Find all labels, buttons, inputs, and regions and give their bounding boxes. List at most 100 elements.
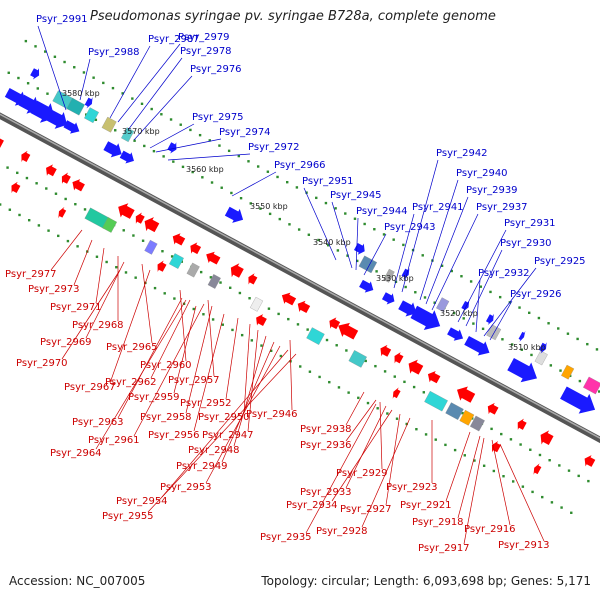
forward-gene-arrow bbox=[84, 97, 93, 109]
label-Psyr_2934: Psyr_2934 bbox=[286, 500, 338, 511]
label-Psyr_2933: Psyr_2933 bbox=[300, 487, 352, 498]
reverse-gene-block bbox=[169, 253, 184, 269]
leader-Psyr_2965 bbox=[141, 263, 153, 344]
tick-dot bbox=[37, 224, 41, 227]
label-Psyr_2978: Psyr_2978 bbox=[180, 46, 232, 57]
reverse-gene-arrow bbox=[46, 164, 57, 177]
tick-dot bbox=[115, 266, 118, 269]
leader-Psyr_2927 bbox=[385, 413, 401, 506]
tick-dot bbox=[248, 297, 251, 300]
reverse-gene-arrow bbox=[408, 359, 424, 375]
tick-dot bbox=[122, 229, 125, 232]
tick-dot bbox=[576, 337, 579, 341]
reverse-gene-block bbox=[102, 217, 118, 233]
tick-dot bbox=[192, 307, 195, 311]
tick-dot bbox=[83, 208, 87, 211]
reverse-gene-arrow bbox=[230, 263, 244, 278]
reverse-gene-block bbox=[144, 239, 158, 255]
reverse-gene-arrow bbox=[380, 344, 392, 357]
reverse-gene-arrow bbox=[206, 251, 221, 265]
backbone-highlight bbox=[0, 113, 600, 440]
leader-Psyr_2938 bbox=[345, 391, 365, 426]
leader-Psyr_2948 bbox=[233, 335, 267, 447]
label-Psyr_2976: Psyr_2976 bbox=[190, 64, 242, 75]
label-Psyr_2973: Psyr_2973 bbox=[28, 284, 80, 295]
leader-Psyr_2933 bbox=[345, 405, 387, 489]
genome-stats-text: Topology: circular; Length: 6,093,698 bp… bbox=[261, 574, 591, 588]
tick-dot bbox=[63, 60, 66, 64]
scale-label-3520-kbp: 3520 kbp bbox=[440, 309, 478, 318]
leader-Psyr_2953 bbox=[205, 345, 281, 484]
tick-dot bbox=[247, 160, 250, 163]
tick-dot bbox=[444, 443, 447, 447]
leader-Psyr_2976 bbox=[133, 75, 193, 141]
label-Psyr_2925: Psyr_2925 bbox=[534, 256, 586, 267]
tick-dot bbox=[277, 312, 280, 316]
label-Psyr_2935: Psyr_2935 bbox=[260, 532, 312, 543]
reverse-gene-arrow bbox=[157, 260, 167, 272]
label-Psyr_2943: Psyr_2943 bbox=[384, 222, 436, 233]
tick-dot bbox=[95, 255, 99, 258]
forward-gene-arrow bbox=[464, 335, 490, 356]
tick-dot bbox=[36, 87, 39, 90]
forward-gene-arrow bbox=[538, 342, 547, 354]
tick-dot bbox=[279, 354, 283, 358]
leader-Psyr_2962 bbox=[150, 299, 191, 379]
tick-dot bbox=[450, 269, 453, 273]
tick-dot bbox=[392, 238, 395, 241]
reverse-gene-arrow bbox=[135, 212, 145, 224]
tick-dot bbox=[453, 448, 457, 452]
tick-dot bbox=[170, 255, 174, 258]
tick-dot bbox=[221, 323, 224, 326]
label-Psyr_2974: Psyr_2974 bbox=[219, 127, 271, 138]
reverse-gene-block bbox=[459, 409, 475, 426]
leader-Psyr_2931 bbox=[457, 229, 507, 323]
leader-Psyr_2977 bbox=[50, 229, 83, 271]
tick-dot bbox=[326, 244, 330, 247]
label-Psyr_2968: Psyr_2968 bbox=[72, 320, 124, 331]
tick-dot bbox=[421, 254, 424, 257]
leader-Psyr_2937 bbox=[431, 213, 479, 311]
leader-Psyr_2988 bbox=[79, 58, 91, 101]
tick-dot bbox=[559, 369, 562, 372]
tick-dot bbox=[210, 181, 214, 184]
tick-dot bbox=[208, 139, 211, 142]
tick-dot bbox=[502, 475, 505, 478]
tick-dot bbox=[66, 239, 70, 243]
tick-dot bbox=[230, 191, 233, 195]
tick-dot bbox=[47, 229, 50, 232]
tick-dot bbox=[538, 453, 542, 457]
tick-dot bbox=[422, 391, 426, 394]
forward-gene-arrow bbox=[224, 206, 244, 223]
forward-gene-arrow bbox=[381, 292, 395, 305]
tick-dot bbox=[256, 165, 260, 168]
tick-dot bbox=[152, 149, 156, 153]
tick-dot bbox=[353, 217, 357, 220]
tick-dot bbox=[305, 191, 308, 194]
tick-dot bbox=[578, 379, 582, 383]
leader-Psyr_2987 bbox=[109, 45, 151, 119]
label-Psyr_2991: Psyr_2991 bbox=[36, 14, 88, 25]
tick-dot bbox=[403, 380, 406, 384]
tick-dot bbox=[238, 291, 242, 295]
tick-dot bbox=[492, 469, 496, 473]
tick-dot bbox=[288, 223, 291, 226]
tick-dot bbox=[570, 511, 573, 514]
tick-dot bbox=[463, 454, 466, 457]
leader-Psyr_2930 bbox=[465, 249, 503, 327]
tick-dot bbox=[521, 485, 525, 488]
reverse-gene-arrow bbox=[248, 273, 258, 285]
label-Psyr_2942: Psyr_2942 bbox=[436, 148, 488, 159]
scale-labels: 3580 kbp 3570 kbp 3560 kbp 3550 kbp 3540 kbp… bbox=[62, 89, 546, 352]
scale-label-3540-kbp: 3540 kbp bbox=[313, 238, 351, 247]
tick-dot bbox=[337, 386, 341, 389]
tick-dot bbox=[231, 328, 234, 332]
tick-dot bbox=[25, 176, 29, 180]
tick-dot bbox=[266, 170, 270, 173]
leader-Psyr_2964 bbox=[95, 299, 187, 450]
tick-dot bbox=[393, 375, 396, 378]
tick-dot bbox=[307, 233, 311, 236]
scale-label-3580-kbp: 3580 kbp bbox=[62, 89, 100, 98]
tick-dot bbox=[440, 264, 444, 267]
tick-dot bbox=[227, 149, 231, 153]
